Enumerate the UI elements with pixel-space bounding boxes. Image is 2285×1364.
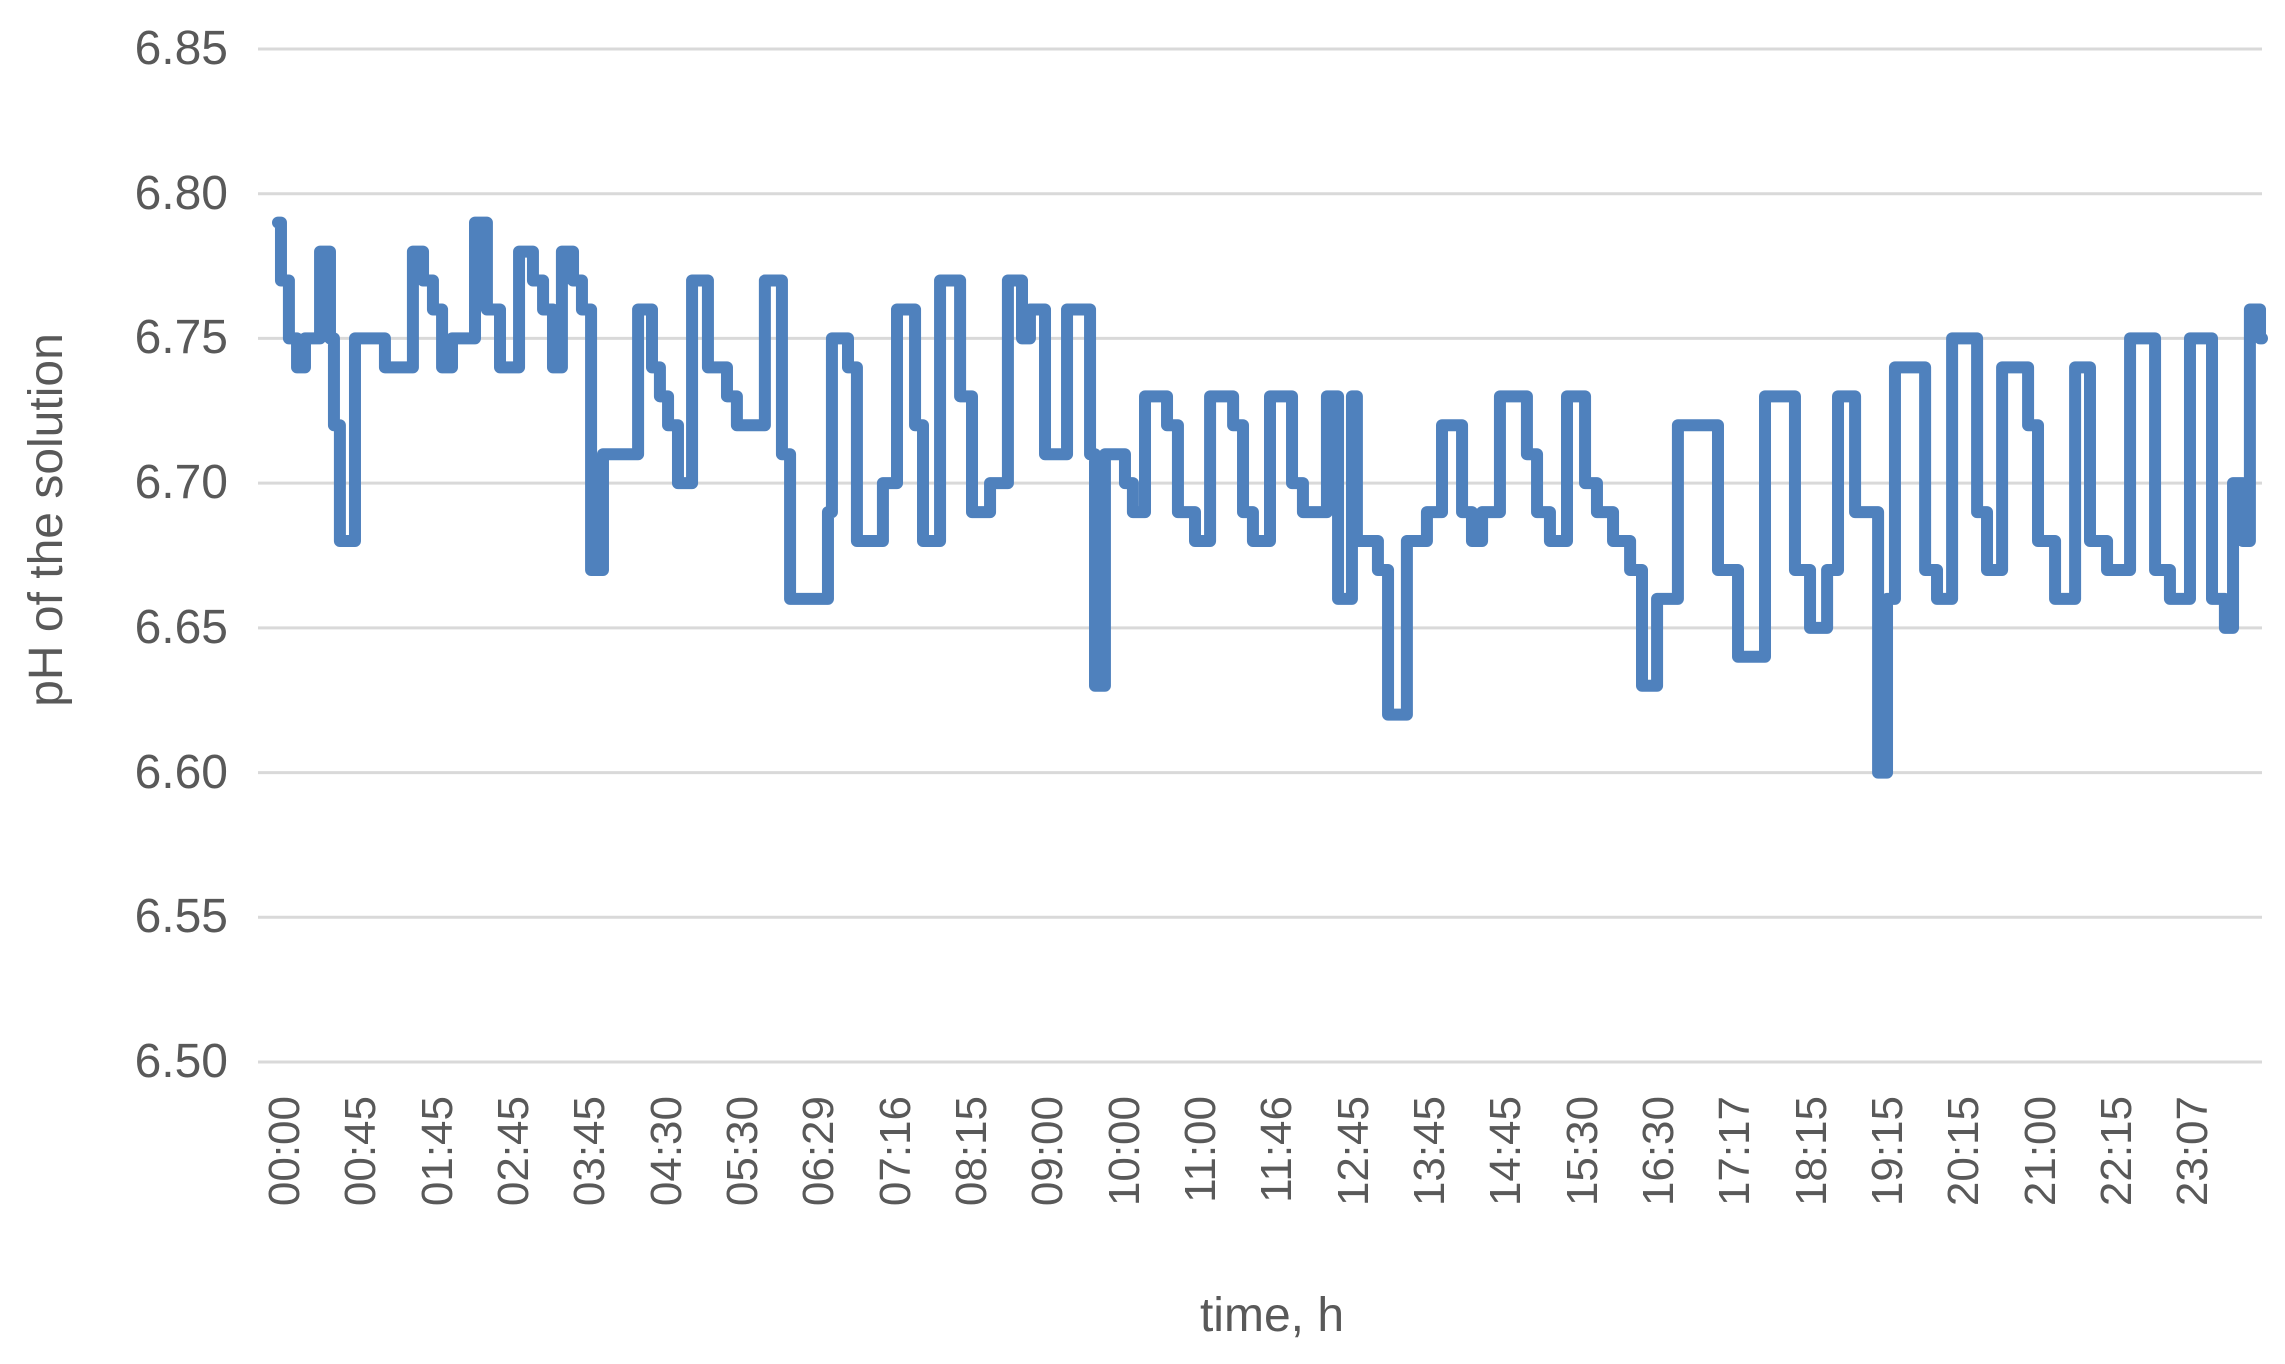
y-tick-label: 6.65 [134,600,228,654]
x-tick-label: 18:15 [1786,1096,1836,1207]
y-tick-label: 6.60 [134,745,228,799]
x-tick-label: 11:46 [1251,1096,1301,1203]
x-axis-title: time, h [1199,1289,1345,1342]
y-tick-label: 6.80 [134,166,228,220]
x-tick-label: 05:30 [718,1096,768,1207]
x-tick-label: 11:00 [1175,1096,1225,1203]
y-tick-label: 6.55 [134,890,228,944]
x-tick-label: 17:17 [1709,1096,1759,1207]
ph-series-line [272,216,2268,779]
x-tick-label: 06:29 [794,1096,844,1207]
x-tick-label: 14:45 [1480,1096,1530,1207]
x-tick-label: 07:16 [871,1096,921,1207]
y-tick-label: 6.75 [134,311,228,365]
x-tick-label: 03:45 [565,1096,615,1207]
x-tick-label: 20:15 [1939,1096,1988,1207]
y-axis-title: pH of the solution [20,333,73,707]
y-tick-label: 6.50 [134,1035,228,1088]
x-tick-label: 12:45 [1328,1096,1378,1207]
x-tick-label: 19:15 [1863,1096,1913,1207]
x-tick-label: 09:00 [1022,1096,1072,1207]
x-tick-label: 13:45 [1404,1096,1454,1207]
x-tick-label: 23:07 [2167,1096,2217,1207]
x-tick-label: 00:45 [335,1096,385,1207]
y-tick-label: 6.85 [134,22,228,75]
x-tick-label: 00:00 [259,1096,309,1207]
x-tick-label: 02:45 [488,1096,538,1207]
x-tick-label: 08:15 [947,1096,996,1207]
x-tick-label: 10:00 [1099,1096,1149,1207]
x-tick-label: 04:30 [642,1096,692,1207]
x-tick-label: 16:30 [1633,1096,1683,1207]
x-tick-label: 15:30 [1557,1096,1607,1207]
y-tick-label: 6.70 [134,456,228,510]
x-tick-label: 22:15 [2091,1096,2141,1207]
x-tick-label: 01:45 [412,1096,462,1207]
x-tick-label: 21:00 [2015,1096,2065,1207]
